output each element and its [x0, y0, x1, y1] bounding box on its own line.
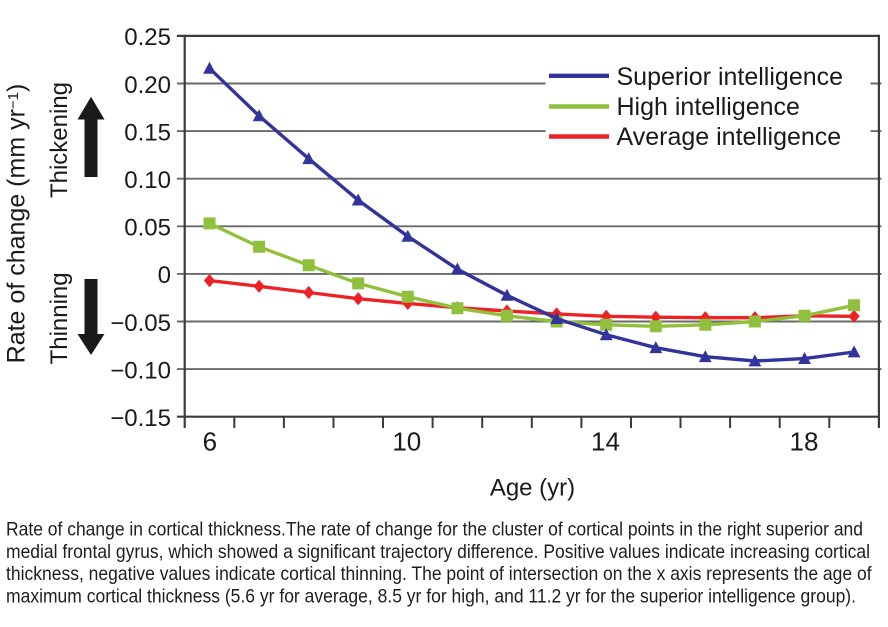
- svg-text:Thinning: Thinning: [46, 272, 73, 364]
- svg-text:10: 10: [392, 427, 421, 457]
- svg-text:High intelligence: High intelligence: [617, 93, 800, 121]
- svg-text:Rate of change in cortical thi: Rate of change in cortical thickness.The…: [6, 519, 863, 541]
- svg-text:−0.10: −0.10: [110, 357, 171, 384]
- svg-text:14: 14: [591, 427, 620, 457]
- svg-text:0.20: 0.20: [124, 72, 171, 99]
- svg-text:Superior intelligence: Superior intelligence: [617, 63, 844, 91]
- svg-text:6: 6: [203, 427, 217, 457]
- svg-text:0: 0: [158, 262, 171, 289]
- svg-text:maximum cortical thickness (5.: maximum cortical thickness (5.6 yr for a…: [6, 585, 856, 607]
- svg-text:thickness, negative values ind: thickness, negative values indicate cort…: [6, 563, 872, 585]
- svg-text:Average intelligence: Average intelligence: [617, 123, 842, 151]
- svg-text:0.25: 0.25: [124, 24, 171, 51]
- svg-text:Age (yr): Age (yr): [490, 475, 575, 502]
- svg-text:Thickening: Thickening: [46, 82, 73, 198]
- svg-text:−0.15: −0.15: [110, 405, 171, 432]
- svg-text:Rate of change (mm yr−1): Rate of change (mm yr−1): [3, 84, 31, 364]
- svg-text:0.10: 0.10: [124, 167, 171, 194]
- svg-text:0.05: 0.05: [124, 215, 171, 242]
- svg-text:18: 18: [790, 427, 819, 457]
- svg-text:−0.05: −0.05: [110, 310, 171, 337]
- svg-text:0.15: 0.15: [124, 119, 171, 146]
- svg-text:medial frontal gyrus, which sh: medial frontal gyrus, which showed a sig…: [6, 541, 870, 563]
